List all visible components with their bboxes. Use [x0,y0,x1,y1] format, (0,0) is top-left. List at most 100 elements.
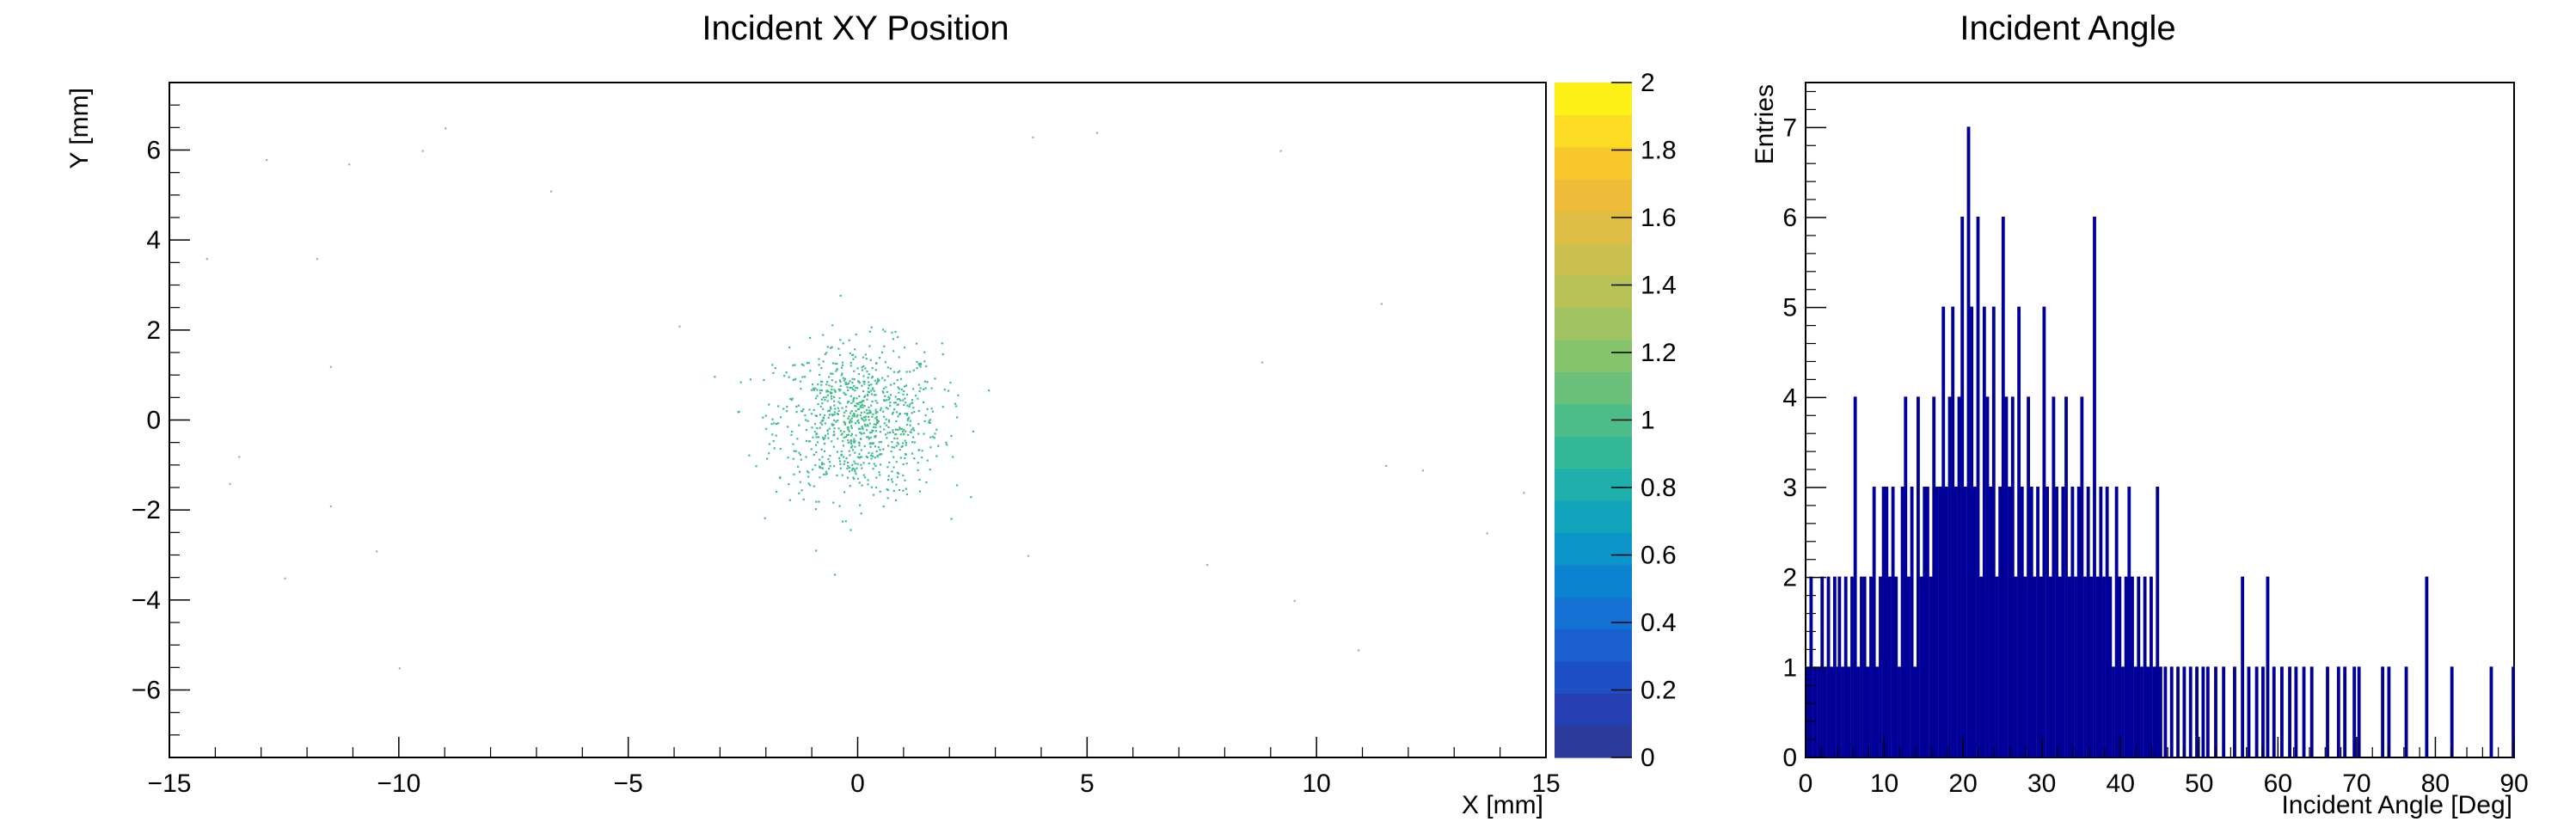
xy-point [820,389,823,392]
xy-point [786,405,788,408]
histogram-bin [1862,576,1867,757]
xy-point [874,445,877,448]
histogram-bin [2039,576,2043,757]
histogram-bin [1960,217,1965,757]
xy-point [876,420,879,423]
xy-point [902,463,905,466]
xy-point [882,391,885,394]
xy-outlier-point [205,258,208,261]
colorbar-swatch [1555,693,1632,727]
histogram-bin [1982,306,1986,757]
colorbar-swatch [1555,564,1632,598]
xy-point [847,401,849,403]
xy-point [796,438,799,440]
xy-point [896,428,899,431]
xy-point [923,360,926,363]
xy-point [898,472,900,475]
xy-point [843,423,846,426]
xy-point [859,456,862,458]
histogram-bin [2512,666,2515,757]
xy-point [831,440,833,443]
xy-outlier-point [1523,492,1525,494]
histogram-bin [2489,666,2493,757]
colorbar-tick-label: 2 [1641,69,1655,97]
xy-point [827,416,830,419]
xy-point [889,432,892,434]
xy-point [824,414,826,417]
histogram-bin [2425,576,2429,757]
xy-point [809,336,812,339]
xy-point [897,403,899,406]
xy-point [957,394,960,396]
colorbar-swatch [1555,275,1632,309]
xy-point [812,387,815,389]
xy-point [836,368,838,371]
xy-point [849,361,852,364]
xy-point [805,456,807,458]
xy-point [814,508,817,511]
xy-point [779,447,782,451]
xy-point [800,363,803,365]
xy-point [775,434,777,437]
xy-point [845,409,848,412]
xy-point [798,424,800,426]
histogram-bin [2201,666,2205,757]
xy-point [855,386,857,389]
xy-point [886,489,889,492]
histogram-bin [2176,666,2180,757]
xy-point [755,465,757,468]
xy-point [817,383,819,386]
histogram-bin [1989,487,1993,757]
xy-point [868,381,870,383]
xy-point [831,372,834,375]
xy-point [813,408,815,412]
xy-point [892,338,894,340]
xy-point [917,462,919,464]
colorbar-swatch [1555,211,1632,244]
xy-point [854,356,856,359]
histogram-bin [2163,666,2168,757]
xy-point [786,410,788,413]
xy-point [838,397,841,400]
xy-point [827,458,830,461]
histogram-bin [2020,487,2024,757]
xy-point [846,383,849,385]
xy-point [843,456,845,458]
histogram-bin [1979,576,1984,757]
xy-point [841,520,844,523]
histogram-bin [2222,666,2226,757]
colorbar-swatch [1555,114,1632,148]
xy-point [916,367,918,370]
xy-point [924,414,927,417]
colorbar-swatch [1555,597,1632,630]
xy-point [843,431,845,433]
xy-point [878,357,881,359]
xy-point [950,518,953,520]
xy-point [808,440,812,443]
xy-point [867,483,869,486]
xy-point [863,405,866,408]
xy-point [904,397,906,400]
xy-point [903,404,905,407]
xy-point [899,370,901,372]
xy-point [882,410,885,413]
xy-point [807,471,810,474]
xy-point [889,394,892,396]
xy-point [899,488,901,492]
xy-point [885,418,887,420]
xy-point [892,350,895,353]
histogram-bin [2004,396,2009,757]
xy-point [894,499,898,501]
xy-point [912,388,915,390]
xy-outlier-point [329,365,332,368]
xy-point [793,473,795,475]
xy-point [933,437,935,439]
xy-point [848,466,850,469]
xy-point [924,387,927,389]
xy-point [879,490,881,493]
xy-point [912,407,915,409]
xy-point [883,345,886,347]
xy-point [871,429,874,432]
xy-point [869,412,872,414]
histogram-bin [1850,576,1854,757]
